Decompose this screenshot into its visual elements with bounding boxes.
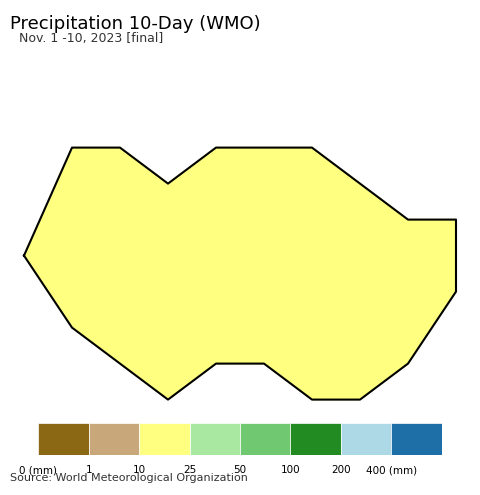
Bar xyxy=(38,423,89,455)
Bar xyxy=(190,423,240,455)
Polygon shape xyxy=(24,148,456,399)
Text: 200: 200 xyxy=(331,465,350,475)
Text: 400 (mm): 400 (mm) xyxy=(366,465,417,475)
Text: 0 (mm): 0 (mm) xyxy=(19,465,58,475)
Text: Nov. 1 -10, 2023 [final]: Nov. 1 -10, 2023 [final] xyxy=(19,32,164,45)
Bar xyxy=(89,423,139,455)
Bar xyxy=(290,423,341,455)
Bar xyxy=(391,423,442,455)
Bar xyxy=(341,423,391,455)
Text: 100: 100 xyxy=(281,465,300,475)
Text: 25: 25 xyxy=(183,465,196,475)
Text: 1: 1 xyxy=(85,465,92,475)
Bar xyxy=(139,423,190,455)
Text: 10: 10 xyxy=(132,465,146,475)
Text: Precipitation 10-Day (WMO): Precipitation 10-Day (WMO) xyxy=(10,15,260,33)
Bar xyxy=(240,423,290,455)
Text: Source: World Meteorological Organization: Source: World Meteorological Organizatio… xyxy=(10,473,248,483)
Text: 50: 50 xyxy=(233,465,247,475)
